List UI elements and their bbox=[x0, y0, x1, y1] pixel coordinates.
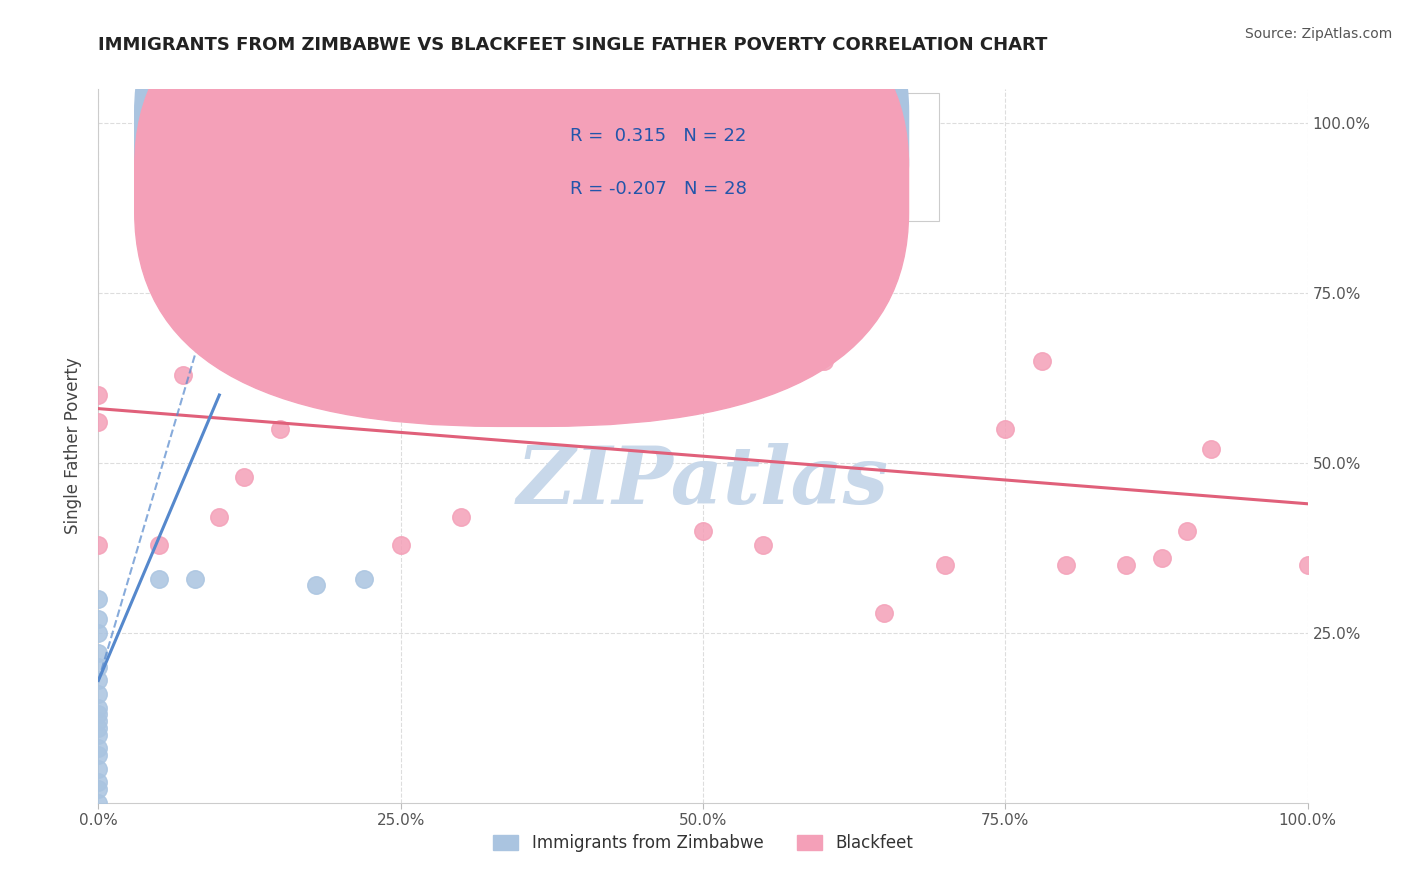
Y-axis label: Single Father Poverty: Single Father Poverty bbox=[65, 358, 83, 534]
Text: R =  0.315   N = 22: R = 0.315 N = 22 bbox=[569, 127, 747, 145]
Point bbox=[752, 537, 775, 551]
Point bbox=[87, 415, 110, 429]
Point bbox=[1152, 551, 1174, 566]
Text: Source: ZipAtlas.com: Source: ZipAtlas.com bbox=[1244, 27, 1392, 41]
Point bbox=[87, 762, 110, 776]
Legend: Immigrants from Zimbabwe, Blackfeet: Immigrants from Zimbabwe, Blackfeet bbox=[486, 828, 920, 859]
Point bbox=[269, 422, 291, 436]
Point bbox=[305, 578, 328, 592]
Point bbox=[87, 626, 110, 640]
Point bbox=[87, 748, 110, 763]
Point bbox=[1031, 354, 1053, 368]
Point bbox=[353, 572, 375, 586]
Point bbox=[148, 537, 170, 551]
Point bbox=[87, 612, 110, 626]
Point bbox=[87, 721, 110, 735]
Point bbox=[450, 510, 472, 524]
Point bbox=[87, 741, 110, 756]
Point bbox=[184, 572, 207, 586]
Point bbox=[87, 796, 110, 810]
Text: ZIPatlas: ZIPatlas bbox=[517, 443, 889, 520]
Text: IMMIGRANTS FROM ZIMBABWE VS BLACKFEET SINGLE FATHER POVERTY CORRELATION CHART: IMMIGRANTS FROM ZIMBABWE VS BLACKFEET SI… bbox=[98, 36, 1047, 54]
Point bbox=[87, 700, 110, 714]
Point bbox=[87, 673, 110, 688]
Point bbox=[1115, 558, 1137, 572]
Point bbox=[87, 714, 110, 729]
Point bbox=[934, 558, 956, 572]
Point bbox=[389, 537, 412, 551]
Point bbox=[87, 660, 110, 674]
Point bbox=[994, 422, 1017, 436]
Point bbox=[87, 728, 110, 742]
FancyBboxPatch shape bbox=[467, 93, 939, 221]
Point bbox=[172, 368, 194, 382]
Point bbox=[87, 707, 110, 722]
Point bbox=[232, 469, 254, 483]
FancyBboxPatch shape bbox=[135, 0, 908, 373]
Point bbox=[208, 510, 231, 524]
Text: R = -0.207   N = 28: R = -0.207 N = 28 bbox=[569, 180, 747, 198]
Point bbox=[692, 524, 714, 538]
Point bbox=[813, 354, 835, 368]
Point bbox=[1054, 558, 1077, 572]
Point bbox=[87, 537, 110, 551]
Point bbox=[87, 782, 110, 797]
Point bbox=[1296, 558, 1319, 572]
Point bbox=[87, 591, 110, 606]
Point bbox=[87, 388, 110, 402]
Point bbox=[87, 775, 110, 789]
Point bbox=[1199, 442, 1222, 457]
FancyBboxPatch shape bbox=[135, 0, 908, 426]
Point bbox=[873, 606, 896, 620]
Point bbox=[87, 687, 110, 701]
Point bbox=[148, 572, 170, 586]
Point bbox=[87, 646, 110, 660]
Point bbox=[1175, 524, 1198, 538]
Point bbox=[305, 354, 328, 368]
Point bbox=[329, 306, 352, 320]
